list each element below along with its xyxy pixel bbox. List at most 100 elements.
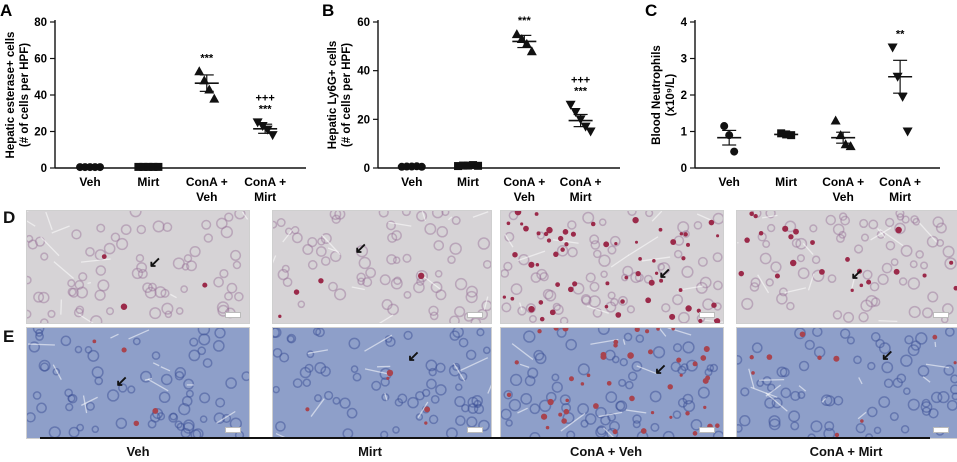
cell-nucleus <box>776 293 788 305</box>
cell-nucleus <box>307 260 318 270</box>
cell-nucleus <box>649 390 662 403</box>
cell-nucleus <box>536 231 545 240</box>
x-tick-label: ConA + <box>879 175 921 189</box>
cell-nucleus <box>779 367 790 378</box>
cell-nucleus <box>559 394 571 406</box>
sinusoid <box>857 411 867 420</box>
y-tick-label: 20 <box>34 127 47 139</box>
cell-nucleus <box>241 371 249 382</box>
cell-nucleus <box>840 215 851 226</box>
cell-nucleus <box>350 365 359 373</box>
cell-nucleus <box>226 282 238 294</box>
cell-nucleus <box>435 289 447 301</box>
cell-nucleus <box>619 358 628 367</box>
cell-nucleus <box>131 267 144 280</box>
stained-cell <box>528 261 535 268</box>
cell-nucleus <box>584 413 597 425</box>
sinusoid <box>602 427 615 438</box>
cell-nucleus <box>197 328 211 336</box>
cell-nucleus <box>533 349 545 361</box>
stained-cell <box>738 270 745 277</box>
cell-nucleus <box>927 291 939 303</box>
cell-nucleus <box>387 303 399 316</box>
cell-nucleus <box>428 305 439 316</box>
cell-nucleus <box>672 294 684 306</box>
sinusoid <box>364 368 390 375</box>
sinusoid <box>160 366 171 372</box>
stained-cell <box>656 328 660 331</box>
tissue-texture <box>501 328 723 438</box>
cell-nucleus <box>168 412 179 423</box>
y-axis-label-line2: (x10⁹/L) <box>665 74 677 117</box>
cell-nucleus <box>402 253 412 263</box>
x-tick-label: ConA + <box>560 175 602 189</box>
cell-nucleus <box>600 270 608 278</box>
stained-cell <box>562 229 569 235</box>
cell-nucleus <box>132 337 141 346</box>
cell-nucleus <box>566 430 576 438</box>
cell-nucleus <box>942 245 955 258</box>
x-tick-label-line2: Veh <box>832 190 853 204</box>
sinusoid <box>622 339 626 345</box>
cell-nucleus <box>217 304 230 317</box>
cell-nucleus <box>276 218 286 228</box>
stained-cell <box>714 318 721 323</box>
cell-nucleus <box>190 429 202 438</box>
stained-cell <box>121 347 127 353</box>
cell-nucleus <box>606 427 619 438</box>
cell-nucleus <box>765 211 776 219</box>
data-point <box>845 141 856 151</box>
cell-nucleus <box>915 250 924 259</box>
cell-nucleus <box>454 277 468 291</box>
cell-nucleus <box>348 337 361 350</box>
cell-nucleus <box>232 260 242 270</box>
cell-nucleus <box>508 211 519 221</box>
cell-nucleus <box>434 269 443 278</box>
sinusoid <box>802 242 814 255</box>
cell-nucleus <box>930 391 943 404</box>
cell-nucleus <box>920 401 933 413</box>
cell-nucleus <box>40 252 49 261</box>
stained-cell <box>537 329 542 334</box>
cell-nucleus <box>501 408 512 420</box>
y-tick-label: 40 <box>357 66 370 78</box>
y-tick-label: 40 <box>34 90 47 102</box>
cell-nucleus <box>824 421 835 432</box>
stained-cell <box>708 219 715 226</box>
cell-nucleus <box>33 291 45 303</box>
cell-nucleus <box>909 260 918 269</box>
cell-nucleus <box>739 415 751 427</box>
cell-nucleus <box>750 277 761 288</box>
cell-nucleus <box>68 426 80 438</box>
cell-nucleus <box>503 390 513 400</box>
sinusoid <box>81 396 98 406</box>
cell-nucleus <box>234 291 244 302</box>
stained-cell <box>520 222 524 226</box>
cell-nucleus <box>202 358 213 368</box>
stained-cell <box>510 296 515 301</box>
cell-nucleus <box>401 211 411 217</box>
cell-nucleus <box>470 317 482 323</box>
cell-nucleus <box>425 359 438 372</box>
cell-nucleus <box>323 390 334 401</box>
stained-cell <box>640 428 647 434</box>
significance-mark: +++ <box>255 92 274 104</box>
cell-nucleus <box>881 361 894 374</box>
sinusoid <box>560 412 586 432</box>
x-tick-label: ConA + <box>503 175 545 189</box>
stained-cell <box>685 411 690 416</box>
cell-nucleus <box>552 302 561 311</box>
sinusoid <box>310 398 325 417</box>
cell-nucleus <box>201 219 212 230</box>
cell-nucleus <box>429 311 439 321</box>
stained-cell <box>568 286 574 293</box>
cell-nucleus <box>565 338 577 351</box>
cell-nucleus <box>431 211 444 219</box>
cell-nucleus <box>352 372 362 382</box>
sinusoid <box>517 407 528 414</box>
stained-cell <box>652 259 656 263</box>
sinusoid <box>27 220 36 227</box>
cell-nucleus <box>234 211 246 220</box>
cell-nucleus <box>156 412 166 421</box>
stained-cell <box>667 384 673 390</box>
